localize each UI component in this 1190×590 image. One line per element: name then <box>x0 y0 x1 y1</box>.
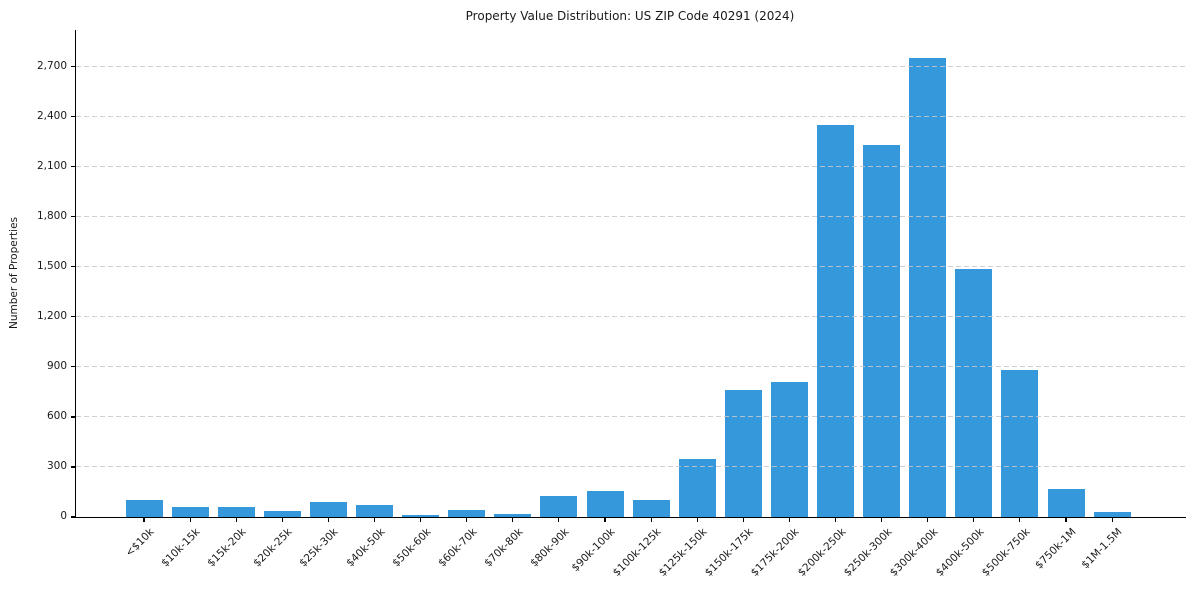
x-tick-label: $10k-15k <box>159 526 203 570</box>
gridline <box>76 366 1186 368</box>
y-tick-label: 1,500 <box>36 259 67 272</box>
x-tick-label: $175k-200k <box>749 526 802 579</box>
x-tick <box>696 518 698 522</box>
y-tick <box>71 266 75 268</box>
bar <box>724 390 762 517</box>
x-tick-label: $70k-80k <box>481 526 526 570</box>
bar <box>217 507 255 517</box>
x-tick-label: $40k-50k <box>343 526 387 570</box>
x-tick-label: $1M-1.5M <box>1079 526 1125 572</box>
bar <box>586 491 624 517</box>
y-tick <box>71 416 75 418</box>
x-tick-label: $90k-100k <box>569 526 618 575</box>
x-tick <box>881 518 883 522</box>
bar <box>955 268 993 517</box>
y-tick-label: 2,700 <box>36 59 67 72</box>
gridline <box>76 316 1186 318</box>
y-tick <box>71 366 75 368</box>
x-tick-label: $15k-20k <box>205 526 249 570</box>
x-tick-label: $250k-300k <box>841 526 895 579</box>
x-tick <box>281 518 283 522</box>
x-tick <box>650 518 652 522</box>
bar <box>1001 370 1039 517</box>
gridline <box>76 266 1186 268</box>
y-tick <box>71 466 75 468</box>
gridline <box>76 116 1186 118</box>
x-tick-label: $20k-25k <box>251 526 295 570</box>
chart-title: Property Value Distribution: US ZIP Code… <box>465 9 795 23</box>
x-tick <box>1065 518 1067 522</box>
x-tick <box>189 518 191 522</box>
y-tick-label: 1,800 <box>36 209 67 222</box>
y-tick-label: 0 <box>60 510 67 522</box>
x-tick <box>558 518 560 522</box>
x-tick-label: $300k-400k <box>887 526 941 579</box>
x-tick <box>466 518 468 522</box>
x-tick <box>420 518 422 522</box>
x-tick <box>327 518 329 522</box>
x-tick <box>604 518 606 522</box>
y-tick-label: 2,400 <box>36 109 67 122</box>
x-tick <box>512 518 514 522</box>
x-tick <box>927 518 929 522</box>
y-tick <box>71 316 75 318</box>
y-tick-label: 900 <box>46 359 67 372</box>
x-tick-label: $50k-60k <box>389 526 434 570</box>
y-tick-label: 1,200 <box>36 309 67 322</box>
bar <box>402 515 440 517</box>
bar <box>448 509 486 517</box>
x-tick <box>143 518 145 522</box>
y-tick-label: 2,100 <box>36 159 67 172</box>
x-tick <box>973 518 975 522</box>
bar <box>309 502 347 517</box>
y-tick-label: 300 <box>46 459 67 472</box>
bar <box>125 500 163 517</box>
y-tick <box>71 516 75 518</box>
bar <box>263 511 301 517</box>
x-tick-label: $25k-30k <box>297 526 341 570</box>
x-tick <box>373 518 376 522</box>
bar <box>770 381 808 517</box>
bar <box>356 505 393 517</box>
x-tick-label: $150k-175k <box>702 526 756 579</box>
gridline <box>76 216 1186 218</box>
x-tick <box>235 518 237 522</box>
x-tick <box>1111 518 1113 522</box>
bar <box>678 458 716 517</box>
plot-area: <$10k $10k-15k $15k-20k $20k-25k $25k-30k $40… <box>71 30 1186 579</box>
bar <box>1093 512 1131 517</box>
x-tick-label: $750k-1M <box>1032 526 1079 572</box>
x-tick-label: $80k-90k <box>527 526 572 570</box>
x-tick <box>788 518 790 522</box>
bar <box>494 513 532 517</box>
x-tick <box>834 518 837 522</box>
y-tick <box>71 116 75 118</box>
bar <box>909 58 947 517</box>
x-tick-label: $125k-150k <box>656 526 710 579</box>
x-tick-label: $60k-70k <box>435 526 480 570</box>
x-tick-label: <$10k <box>123 526 157 560</box>
x-tick-label: $100k-125k <box>610 526 664 579</box>
gridline <box>76 166 1186 168</box>
y-tick-label: 600 <box>46 409 67 422</box>
y-tick <box>71 216 75 218</box>
x-tick <box>1019 518 1021 522</box>
bar <box>817 125 854 517</box>
y-tick <box>71 166 75 168</box>
y-tick <box>71 66 75 68</box>
x-tick <box>742 518 744 522</box>
x-tick-label: $200k-250k <box>795 526 848 579</box>
x-tick-label: $400k-500k <box>933 526 987 579</box>
bar <box>632 499 670 517</box>
bar <box>540 496 578 517</box>
gridline <box>76 66 1186 68</box>
bar <box>1047 488 1085 517</box>
x-tick-label: $500k-750k <box>979 526 1033 579</box>
bar <box>863 145 901 517</box>
bar <box>171 507 209 517</box>
